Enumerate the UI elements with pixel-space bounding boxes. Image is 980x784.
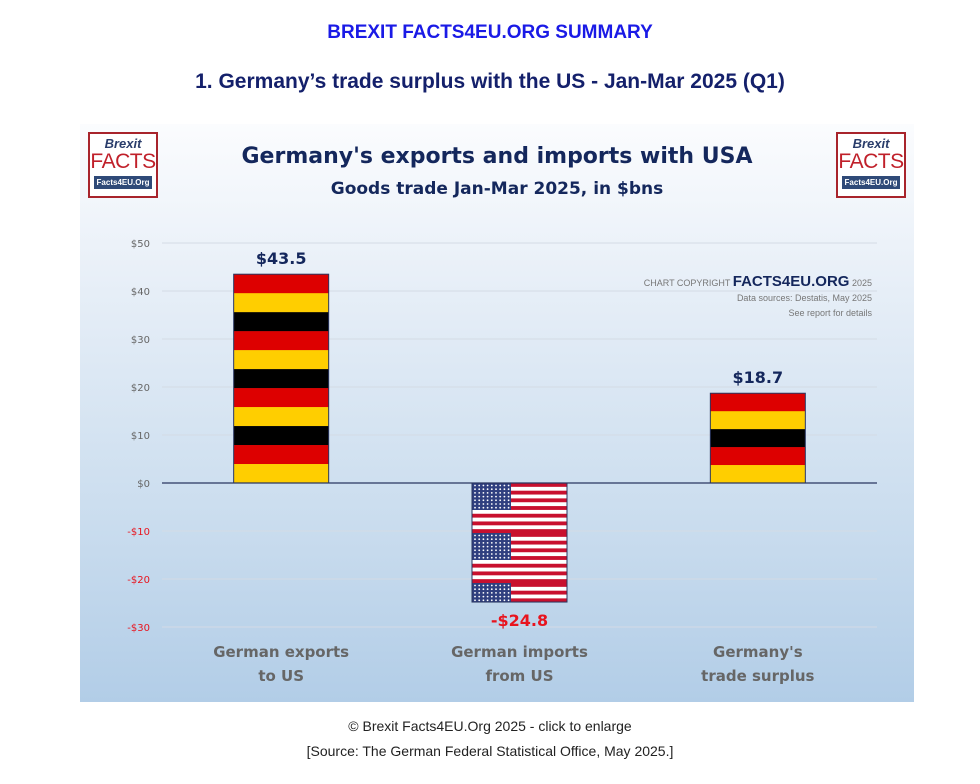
y-tick-label: $50: [131, 239, 150, 250]
y-tick-label: $10: [131, 431, 150, 442]
y-tick-label: $20: [131, 383, 150, 394]
copyright-prefix: CHART COPYRIGHT: [643, 278, 731, 288]
chart-title: Germany's exports and imports with USA: [241, 144, 753, 169]
logo-text: Facts4EU.Org: [94, 176, 152, 189]
flag-stripe: [710, 393, 806, 412]
y-tick-label: $40: [131, 287, 150, 298]
x-category-label: to US: [258, 667, 304, 685]
y-tick-label: -$30: [127, 623, 150, 634]
flag-stripe: [233, 388, 329, 408]
y-tick-label: $0: [137, 479, 150, 490]
page-heading: BREXIT FACTS4EU.ORG SUMMARY: [327, 22, 653, 43]
y-tick-label: -$20: [127, 575, 150, 586]
data-label: -$24.8: [491, 611, 548, 630]
flag-stripe: [710, 465, 806, 484]
report-note: See report for details: [788, 308, 872, 318]
y-tick-label: -$10: [127, 527, 150, 538]
flag-stripe: [233, 426, 329, 446]
x-category-label: German exports: [213, 643, 349, 661]
copyright-year: 2025: [851, 278, 872, 288]
copyright-brand: FACTS4EU.ORG: [732, 273, 850, 290]
logo-text: FACTS: [90, 150, 156, 173]
x-category-label: German imports: [451, 643, 588, 661]
data-label: $18.7: [733, 368, 784, 387]
brexit-facts-logo-right: Brexit FACTS Facts4EU.Org: [836, 132, 906, 198]
chart-image[interactable]: Brexit FACTS Facts4EU.Org Brexit FACTS F…: [80, 124, 914, 702]
logo-text: Brexit: [852, 136, 890, 151]
y-tick-label: $30: [131, 335, 150, 346]
flag-stripe: [710, 411, 806, 430]
brexit-facts-logo-left: Brexit FACTS Facts4EU.Org: [88, 132, 158, 198]
x-category-label: trade surplus: [701, 667, 814, 685]
flag-stripe: [233, 407, 329, 427]
flag-stripe: [233, 293, 329, 313]
flag-stripe: [233, 331, 329, 351]
bar: [709, 392, 806, 484]
flag-stripe: [710, 429, 806, 448]
bar: [471, 482, 568, 603]
data-label: $43.5: [256, 249, 307, 268]
chart-caption[interactable]: © Brexit Facts4EU.Org 2025 - click to en…: [348, 718, 632, 734]
x-category-label: from US: [485, 667, 553, 685]
page-subheading: 1. Germany’s trade surplus with the US -…: [195, 70, 785, 93]
flag-stripe: [233, 369, 329, 389]
flag-stripe: [233, 445, 329, 465]
flag-stripe: [233, 464, 329, 484]
flag-stripe: [710, 447, 806, 466]
chart-copyright: CHART COPYRIGHT FACTS4EU.ORG 2025 Data s…: [644, 274, 872, 321]
source-note: [Source: The German Federal Statistical …: [306, 743, 674, 759]
bar: [233, 273, 330, 484]
logo-text: Brexit: [104, 136, 142, 151]
flag-stripe: [233, 350, 329, 370]
bar-chart: $50 $40 $30 $20 $10 $0 -$10 -$20 -$30 $43.5 German…: [127, 239, 877, 685]
chart-subtitle: Goods trade Jan-Mar 2025, in $bns: [330, 179, 664, 199]
x-category-label: Germany's: [713, 643, 803, 661]
data-sources: Data sources: Destatis, May 2025: [736, 293, 872, 303]
flag-stripe: [233, 312, 329, 332]
logo-text: Facts4EU.Org: [842, 176, 900, 189]
logo-text: FACTS: [838, 150, 904, 173]
flag-stripe: [233, 274, 329, 294]
us-flag-fill: [472, 483, 567, 603]
